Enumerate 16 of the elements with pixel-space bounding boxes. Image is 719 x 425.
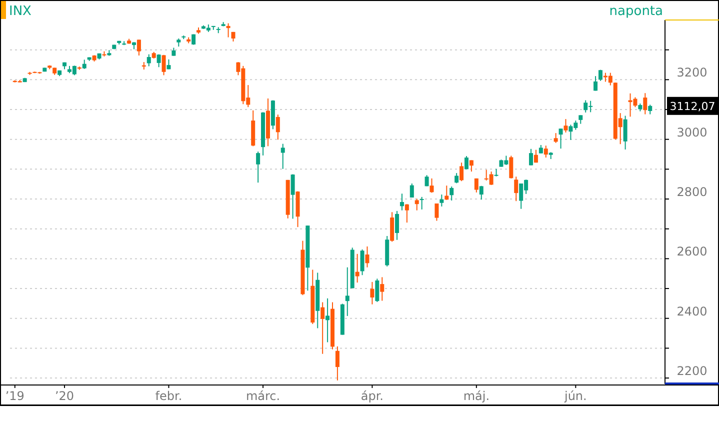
y-tick-label: 3000 [676,125,708,140]
y-tick-label: 2200 [676,364,708,378]
chart-title: INX [9,4,32,19]
y-tick-label: 3200 [676,66,708,80]
y-tick-label: 2800 [676,185,708,200]
x-tick-label: ápr. [360,389,384,403]
chart-subtitle: naponta [609,4,663,19]
y-tick-label: 2600 [676,244,708,259]
x-tick-label: jún. [563,389,587,403]
x-tick-label: márc. [246,389,280,403]
x-tick-label: ’20 [54,389,74,403]
x-tick-label: febr. [155,389,182,403]
x-tick-label: máj. [463,389,490,403]
y-tick-label: 2400 [676,304,708,318]
x-tick-label: ’19 [5,389,24,403]
text: 3112,07 [670,100,716,113]
